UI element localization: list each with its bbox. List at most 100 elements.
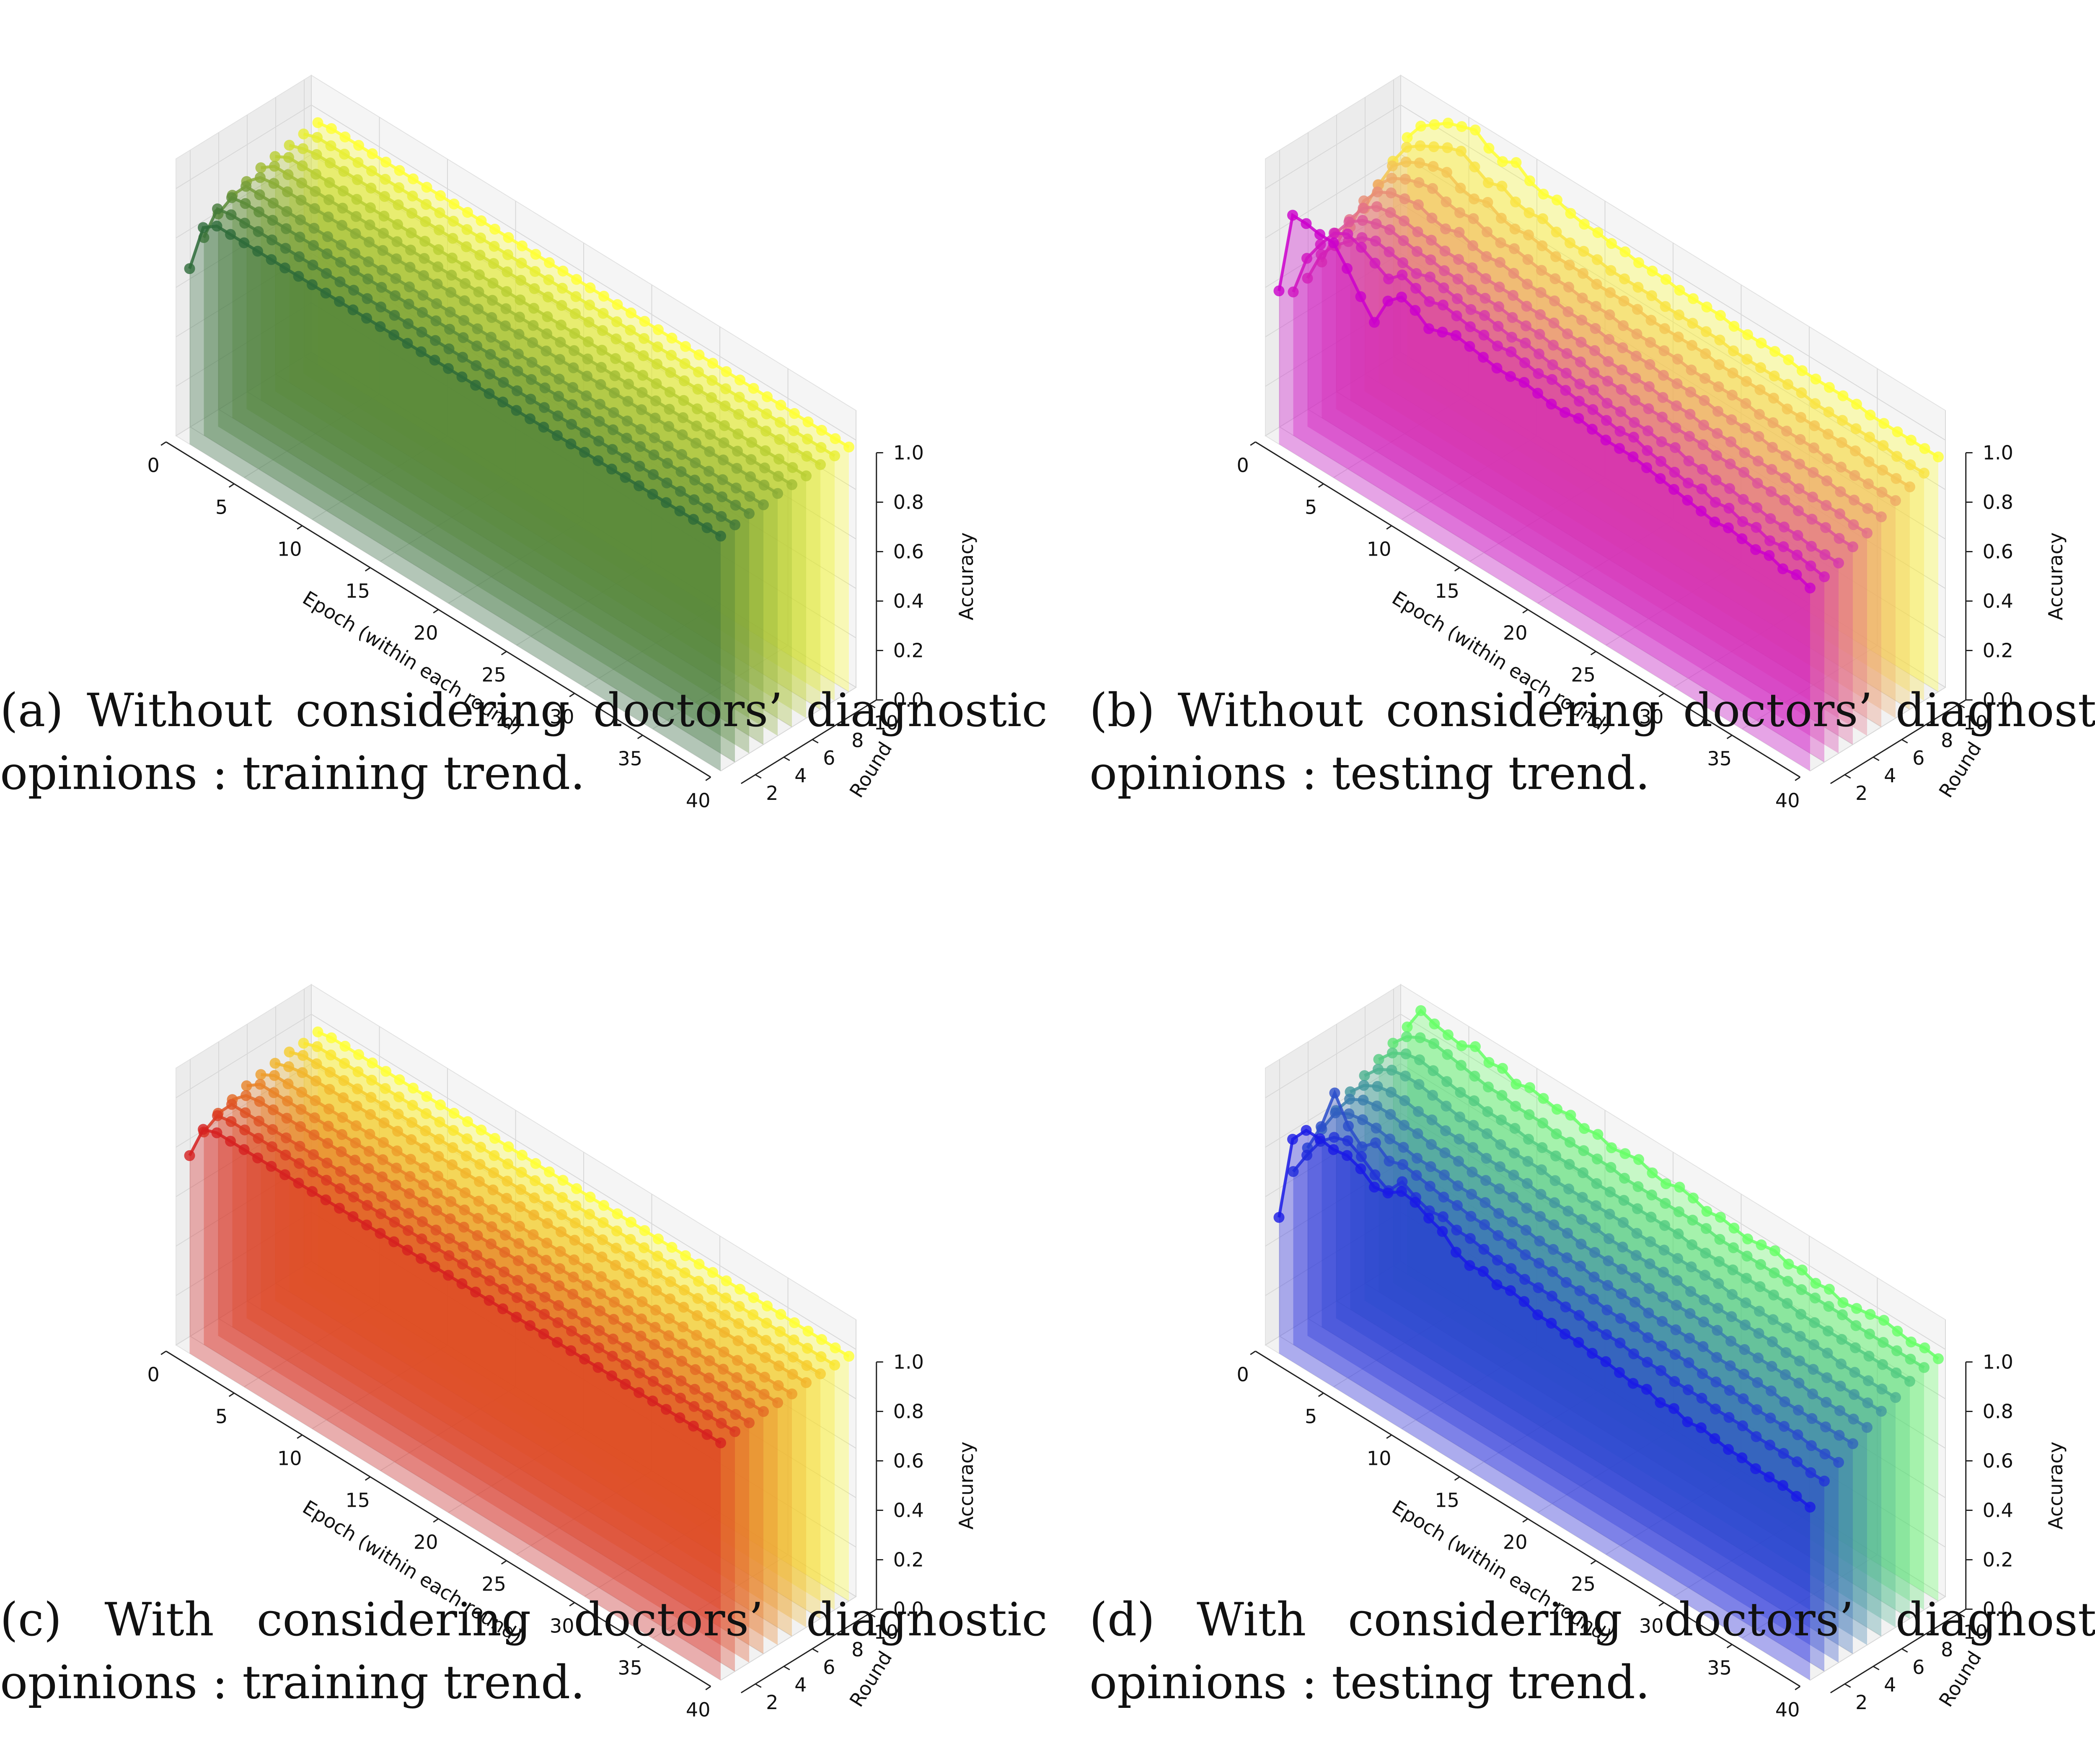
series-line-round-2 <box>1292 231 1826 578</box>
data-point <box>281 1112 292 1124</box>
data-point <box>269 1058 281 1069</box>
data-point <box>298 128 309 140</box>
data-point <box>688 494 700 505</box>
data-point <box>1671 400 1682 411</box>
data-point <box>1752 478 1763 489</box>
data-point <box>582 370 592 382</box>
data-point <box>513 1238 525 1249</box>
series-round-3 <box>212 1099 755 1663</box>
data-point <box>1835 486 1846 497</box>
data-point <box>701 522 713 533</box>
data-point <box>1725 436 1736 447</box>
data-point <box>1549 1175 1561 1186</box>
data-point <box>1764 1472 1775 1483</box>
data-point <box>1384 224 1395 235</box>
data-point <box>1399 1095 1410 1106</box>
data-point <box>312 117 323 128</box>
data-point <box>635 441 646 452</box>
data-point <box>226 1099 237 1110</box>
data-point <box>623 1288 634 1299</box>
data-point <box>184 263 195 274</box>
data-point <box>676 449 687 460</box>
data-point <box>1754 409 1765 420</box>
data-point <box>1494 282 1505 292</box>
data-point <box>664 403 675 415</box>
data-point <box>515 294 526 305</box>
data-point <box>1847 1438 1858 1449</box>
data-point <box>773 471 784 482</box>
data-point <box>691 1347 701 1358</box>
data-point <box>419 1162 430 1173</box>
data-point <box>1522 279 1533 290</box>
data-point <box>744 508 755 519</box>
data-point <box>788 442 799 453</box>
data-point <box>1470 1041 1481 1052</box>
y-tick-label: 6 <box>1912 747 1924 769</box>
data-point <box>1454 1133 1465 1145</box>
data-point <box>566 1325 577 1337</box>
data-point <box>1479 310 1490 321</box>
data-point <box>1369 1169 1381 1180</box>
data-point <box>1301 253 1312 264</box>
data-point <box>1619 273 1630 285</box>
data-point <box>691 420 702 432</box>
data-point <box>762 1300 773 1311</box>
data-point <box>775 1309 786 1320</box>
data-point <box>1589 345 1600 356</box>
data-point <box>1523 1133 1534 1145</box>
data-point <box>786 1388 797 1399</box>
data-point <box>610 353 621 364</box>
data-point <box>1550 251 1561 262</box>
data-point <box>1547 1266 1558 1277</box>
data-point <box>1795 1309 1806 1320</box>
data-point <box>404 281 415 292</box>
data-point <box>417 1196 429 1208</box>
data-point <box>417 1216 428 1227</box>
data-point <box>1329 1087 1340 1099</box>
data-point <box>1631 350 1642 362</box>
data-point <box>1535 309 1546 320</box>
caption-b: (b) Without considering doctors’ diagnos… <box>1089 683 2095 800</box>
data-point <box>1510 197 1521 207</box>
data-point <box>1356 232 1368 243</box>
data-point <box>1710 1376 1722 1388</box>
data-point <box>1329 1132 1340 1143</box>
data-point <box>1794 458 1805 470</box>
data-point <box>1767 442 1778 453</box>
x-tick-label: 30 <box>1639 706 1664 728</box>
data-point <box>1780 1347 1792 1358</box>
data-point <box>1766 1385 1777 1397</box>
data-point <box>1766 464 1777 475</box>
data-point <box>339 148 350 160</box>
data-point <box>1510 1101 1521 1112</box>
data-point <box>1765 513 1776 524</box>
data-point <box>609 1279 621 1291</box>
series-fill-round-3 <box>218 1104 749 1663</box>
data-point <box>391 236 403 247</box>
data-point <box>279 262 290 274</box>
data-point <box>1682 494 1693 506</box>
data-point <box>1423 1213 1434 1224</box>
data-point <box>529 1192 540 1203</box>
data-point <box>1465 321 1476 332</box>
data-point <box>379 1100 390 1111</box>
data-point <box>608 1333 618 1345</box>
data-point <box>485 349 496 360</box>
data-point <box>774 1343 785 1354</box>
data-point <box>744 1417 755 1428</box>
series-fill-round-4 <box>1322 220 1853 745</box>
data-point <box>1737 516 1748 527</box>
data-point <box>608 407 619 418</box>
data-point <box>405 1154 416 1165</box>
data-point <box>1387 1037 1399 1049</box>
data-point <box>675 1375 687 1386</box>
data-point <box>1359 1070 1370 1081</box>
data-point <box>652 1250 663 1262</box>
data-point <box>297 143 308 154</box>
data-point <box>309 1112 320 1123</box>
data-point <box>552 430 563 441</box>
data-point <box>489 1150 500 1161</box>
data-point <box>1906 435 1917 446</box>
data-point <box>1469 1071 1480 1082</box>
data-point <box>352 174 363 185</box>
